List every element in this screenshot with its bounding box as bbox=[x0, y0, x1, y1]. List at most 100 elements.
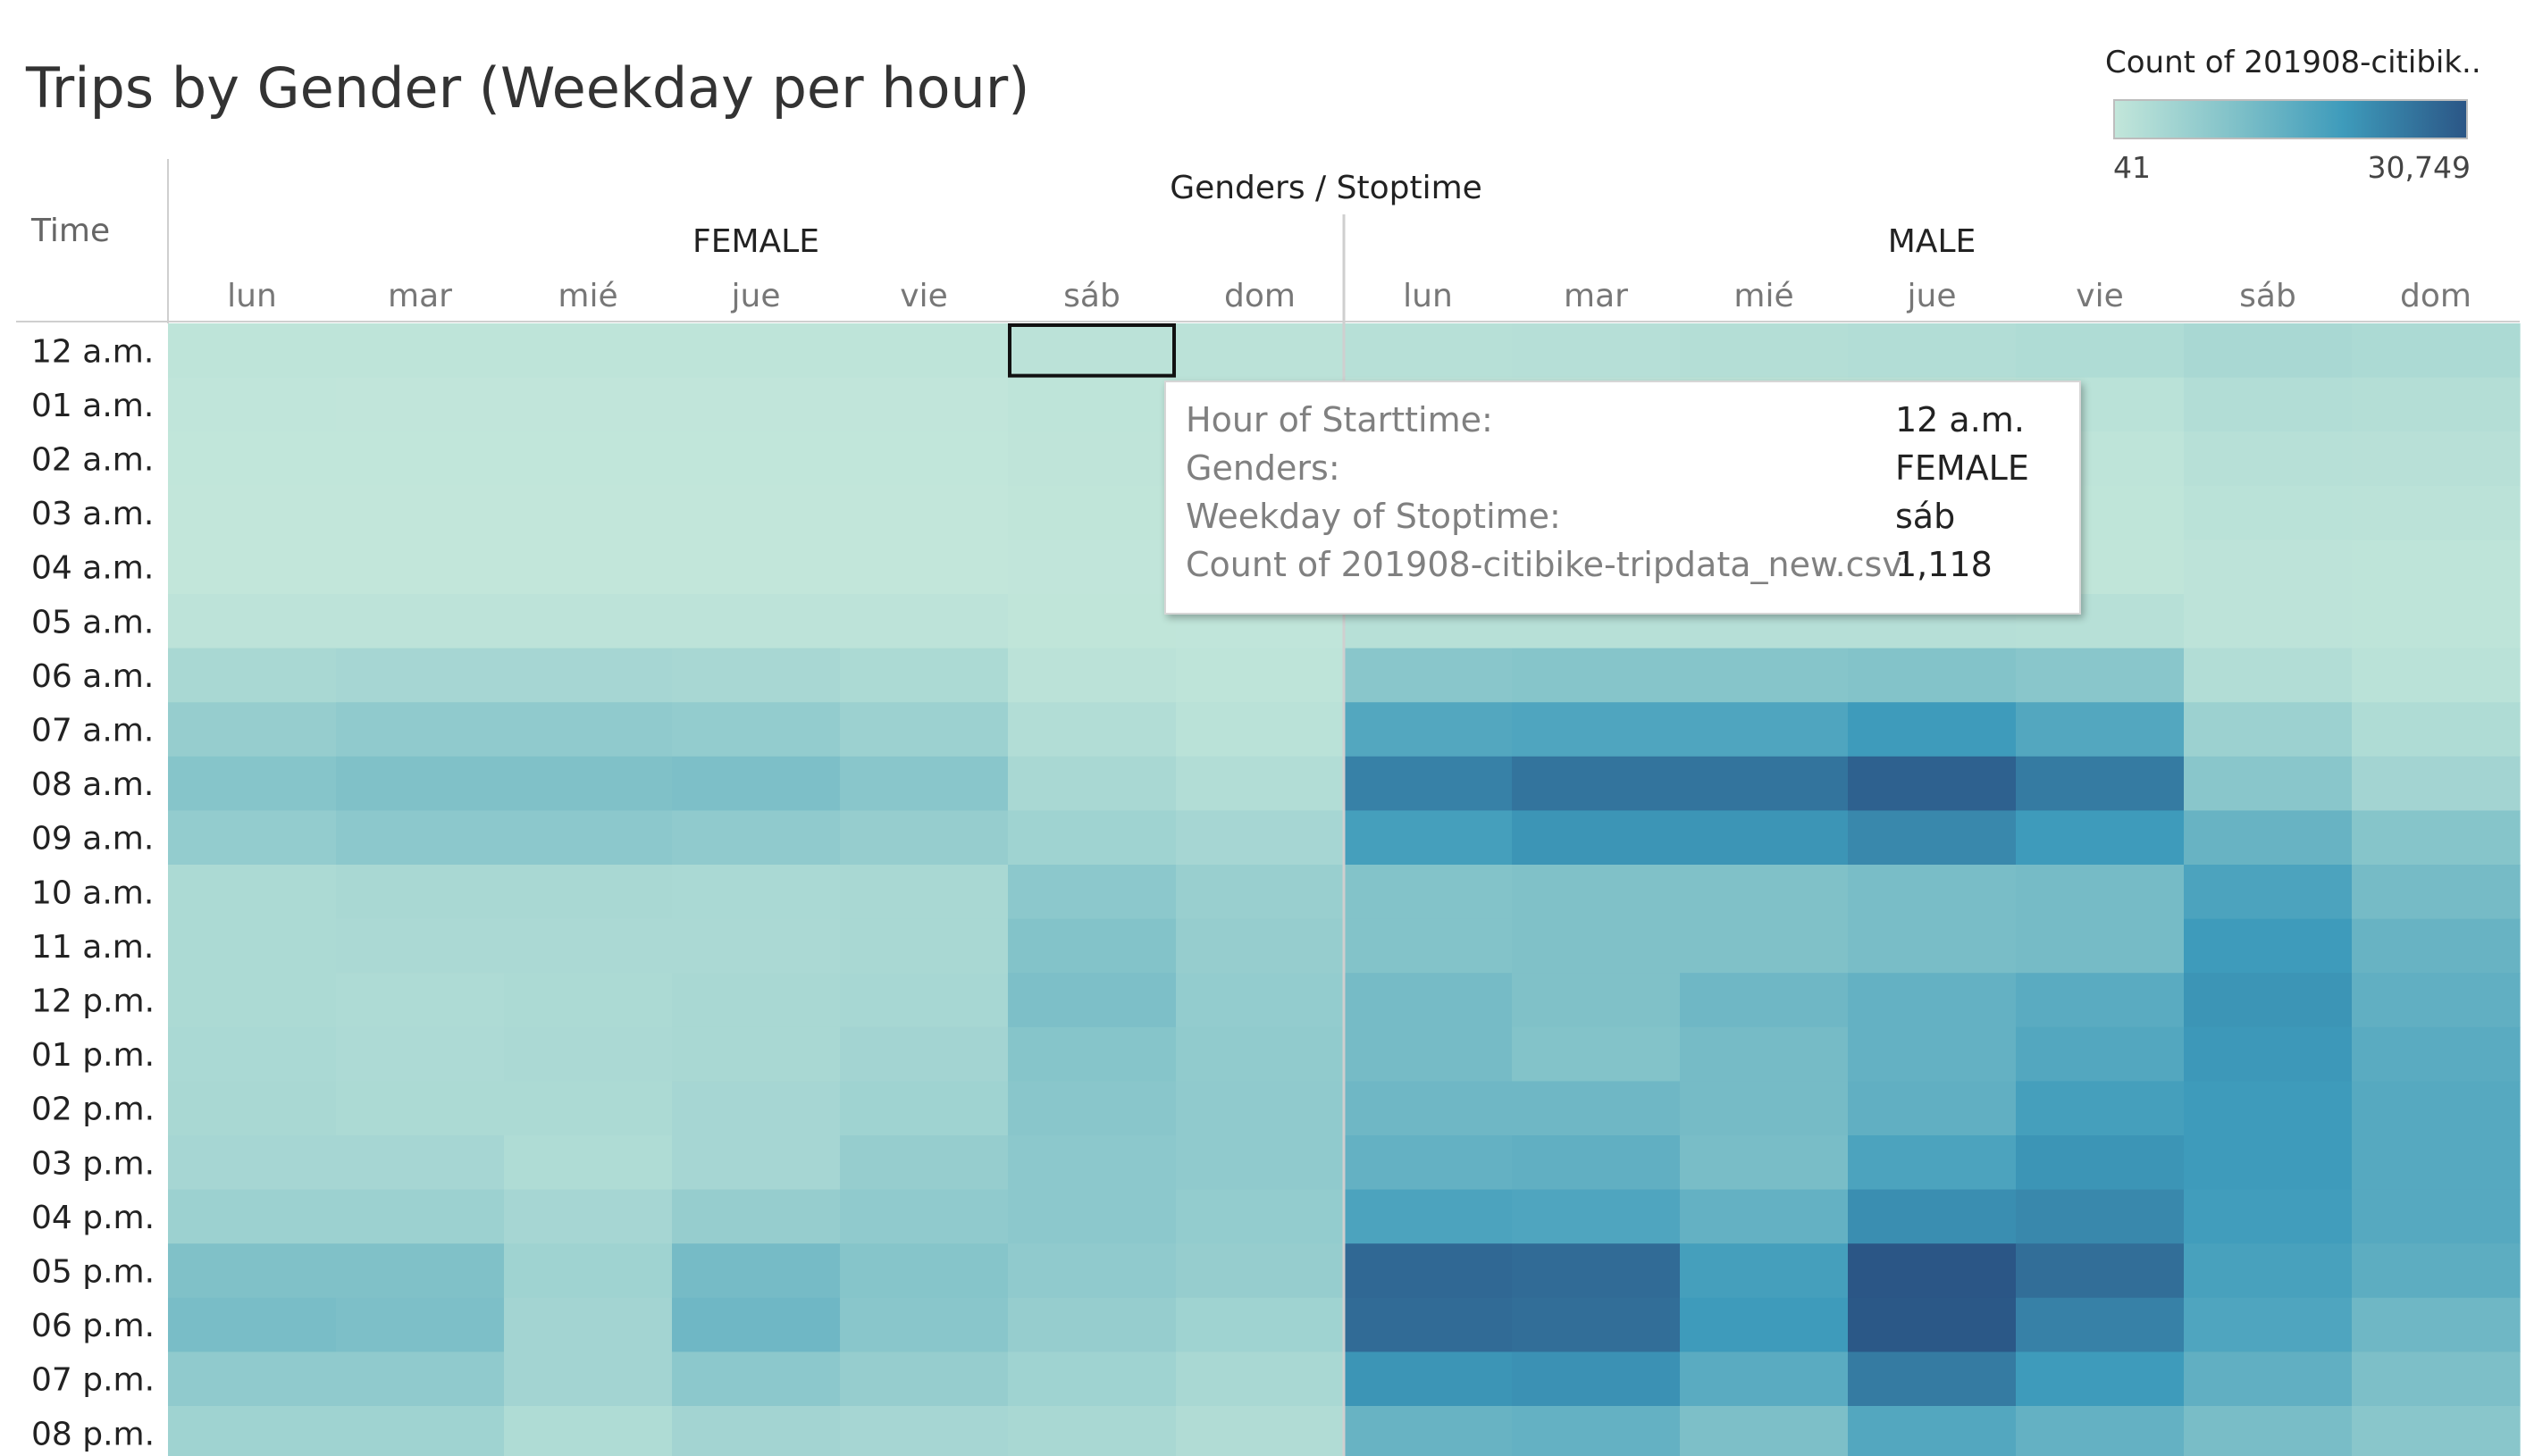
heatmap-cell bbox=[1512, 756, 1681, 811]
heatmap-cell bbox=[336, 377, 505, 432]
heatmap-cell bbox=[1176, 1406, 1345, 1456]
heatmap-cell bbox=[504, 702, 673, 757]
tooltip-value: 12 a.m. bbox=[1895, 400, 2025, 439]
heatmap-cell bbox=[1008, 648, 1177, 703]
heatmap-cell bbox=[504, 810, 673, 866]
heatmap-cell bbox=[672, 540, 841, 595]
heatmap-cell bbox=[840, 1026, 1009, 1082]
heatmap-cell bbox=[336, 540, 505, 595]
heatmap-cell bbox=[1680, 918, 1849, 974]
heatmap-cell bbox=[2352, 1081, 2521, 1136]
heatmap-cell bbox=[2016, 648, 2185, 703]
heatmap-cell bbox=[1680, 648, 1849, 703]
heatmap-cell bbox=[840, 431, 1009, 487]
heatmap-cell bbox=[504, 865, 673, 920]
tooltip-label: Genders: bbox=[1186, 448, 1340, 488]
heatmap-cell bbox=[1512, 702, 1681, 757]
heatmap-cell bbox=[1680, 1297, 1849, 1352]
heatmap-cell bbox=[336, 756, 505, 811]
heatmap-cell bbox=[2184, 485, 2353, 540]
heatmap-cell bbox=[2016, 865, 2185, 920]
heatmap-cell bbox=[1512, 1081, 1681, 1136]
heatmap-cell bbox=[672, 756, 841, 811]
heatmap-cell bbox=[840, 594, 1009, 649]
heatmap-cell bbox=[336, 702, 505, 757]
heatmap-cell bbox=[672, 648, 841, 703]
heatmap-cell bbox=[1344, 1026, 1513, 1082]
heatmap-cell bbox=[2352, 1406, 2521, 1456]
heatmap-cell bbox=[2352, 1189, 2521, 1244]
heatmap-cell bbox=[1680, 1351, 1849, 1407]
heatmap-cell bbox=[1176, 1297, 1345, 1352]
heatmap-cell bbox=[504, 1026, 673, 1082]
heatmap-cell bbox=[2184, 1351, 2353, 1407]
heatmap-cell bbox=[1176, 1135, 1345, 1191]
heatmap-cell bbox=[672, 1351, 841, 1407]
heatmap-cell bbox=[2352, 1243, 2521, 1299]
heatmap-cell bbox=[840, 377, 1009, 432]
tooltip-row: Genders: bbox=[1186, 448, 1340, 488]
heatmap-cell bbox=[2016, 918, 2185, 974]
heatmap-cell bbox=[2016, 1297, 2185, 1352]
heatmap-cell bbox=[2184, 1026, 2353, 1082]
heatmap-cell bbox=[2352, 1135, 2521, 1191]
heatmap-cell bbox=[1680, 1189, 1849, 1244]
legend-title[interactable]: Count of 201908-citibik.. bbox=[2105, 45, 2481, 80]
row-label: 04 p.m. bbox=[31, 1200, 155, 1236]
row-label: 10 a.m. bbox=[31, 874, 154, 911]
heatmap-cell bbox=[840, 810, 1009, 866]
heatmap-cell bbox=[2352, 702, 2521, 757]
heatmap-cell bbox=[672, 1081, 841, 1136]
column-label: lun bbox=[227, 278, 277, 314]
heatmap-cell bbox=[336, 648, 505, 703]
heatmap-cell bbox=[840, 702, 1009, 757]
heatmap-cell bbox=[1008, 1135, 1177, 1191]
heatmap-cell bbox=[1512, 648, 1681, 703]
heatmap-cell bbox=[1848, 973, 2017, 1028]
heatmap-cell bbox=[1848, 1351, 2017, 1407]
heatmap-cell bbox=[2352, 377, 2521, 432]
tooltip-value: sáb bbox=[1895, 497, 1956, 536]
heatmap-cell bbox=[1008, 810, 1177, 866]
column-label: vie bbox=[2076, 278, 2123, 314]
heatmap-cell bbox=[1008, 973, 1177, 1028]
heatmap-cell bbox=[336, 1351, 505, 1407]
heatmap-cell bbox=[2352, 1297, 2521, 1352]
heatmap-cell bbox=[672, 810, 841, 866]
heatmap-cell bbox=[504, 485, 673, 540]
heatmap-cell bbox=[2184, 323, 2353, 379]
row-label: 12 a.m. bbox=[31, 333, 154, 370]
heatmap-cell bbox=[168, 702, 337, 757]
tooltip-value: FEMALE bbox=[1895, 448, 2029, 488]
heatmap-cell bbox=[2184, 648, 2353, 703]
tooltip-row: Weekday of Stoptime: bbox=[1186, 497, 1561, 536]
heatmap-cell bbox=[840, 865, 1009, 920]
heatmap-cell bbox=[1848, 648, 2017, 703]
row-label: 08 p.m. bbox=[31, 1416, 155, 1452]
heatmap-cell bbox=[1512, 1406, 1681, 1456]
tooltip-label: Weekday of Stoptime: bbox=[1186, 497, 1561, 536]
heatmap-cell bbox=[672, 594, 841, 649]
heatmap-cell bbox=[1008, 1406, 1177, 1456]
row-label: 08 a.m. bbox=[31, 766, 154, 803]
tooltip-value: 1,118 bbox=[1895, 545, 1993, 584]
row-label: 09 a.m. bbox=[31, 821, 154, 858]
heatmap-cell bbox=[2352, 973, 2521, 1028]
heatmap-cell bbox=[2016, 1351, 2185, 1407]
heatmap-cell bbox=[1176, 973, 1345, 1028]
heatmap-cell bbox=[1848, 865, 2017, 920]
heatmap-cell bbox=[1344, 702, 1513, 757]
heatmap-cell bbox=[1008, 1081, 1177, 1136]
heatmap-cell bbox=[1344, 1297, 1513, 1352]
heatmap-cell bbox=[168, 1243, 337, 1299]
row-label: 04 a.m. bbox=[31, 550, 154, 587]
heatmap-cell bbox=[1008, 865, 1177, 920]
legend-max-label: 30,749 bbox=[2367, 150, 2471, 185]
chart-title: Trips by Gender (Weekday per hour) bbox=[26, 55, 1030, 121]
heatmap-cell bbox=[672, 1406, 841, 1456]
heatmap-cell bbox=[840, 1243, 1009, 1299]
heatmap-cell bbox=[1512, 918, 1681, 974]
heatmap-cell bbox=[168, 1189, 337, 1244]
heatmap-cell bbox=[2352, 323, 2521, 379]
row-label: 07 a.m. bbox=[31, 713, 154, 749]
